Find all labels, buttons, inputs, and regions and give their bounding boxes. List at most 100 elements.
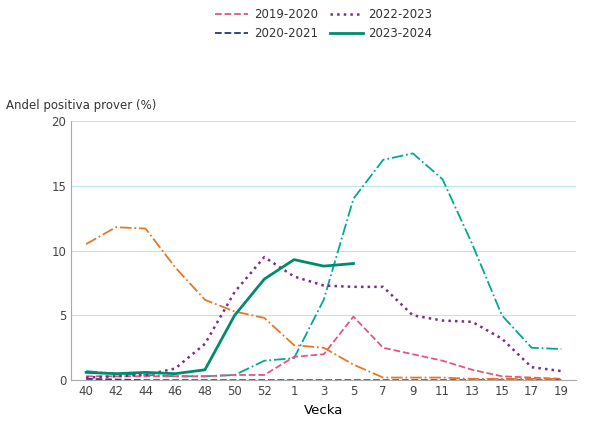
2020-2021	[290, 378, 298, 383]
2022-2023	[409, 313, 416, 318]
Line: 2023-2024: 2023-2024	[86, 260, 353, 374]
2020-2021	[142, 378, 149, 383]
2020-2021	[380, 378, 387, 383]
2020-2021	[409, 378, 416, 383]
2022-2023	[558, 368, 565, 374]
2021-2022	[201, 297, 208, 302]
2018-2019	[469, 241, 476, 247]
2019-2020	[112, 374, 119, 379]
2018-2019	[380, 157, 387, 162]
2018-2019	[290, 356, 298, 361]
2018-2019	[558, 346, 565, 352]
2021-2022	[142, 226, 149, 231]
2019-2020	[350, 314, 357, 319]
2019-2020	[172, 374, 179, 379]
2019-2020	[142, 374, 149, 379]
2020-2021	[498, 378, 505, 383]
2020-2021	[558, 378, 565, 383]
Line: 2019-2020: 2019-2020	[86, 317, 561, 379]
2022-2023	[528, 365, 535, 370]
2023-2024	[261, 276, 268, 282]
2021-2022	[498, 376, 505, 381]
Line: 2020-2021: 2020-2021	[86, 379, 561, 380]
2023-2024	[231, 313, 238, 318]
2022-2023	[439, 318, 446, 323]
2018-2019	[350, 196, 357, 201]
2019-2020	[83, 374, 90, 379]
2019-2020	[469, 367, 476, 372]
2021-2022	[350, 362, 357, 367]
2021-2022	[380, 375, 387, 380]
2023-2024	[320, 264, 327, 269]
Text: Andel positiva prover (%): Andel positiva prover (%)	[6, 99, 156, 112]
2019-2020	[290, 354, 298, 359]
2018-2019	[142, 372, 149, 378]
2019-2020	[409, 352, 416, 357]
2020-2021	[172, 378, 179, 383]
2019-2020	[528, 375, 535, 380]
2019-2020	[261, 372, 268, 378]
Line: 2022-2023: 2022-2023	[86, 257, 561, 378]
2019-2020	[439, 358, 446, 363]
2018-2019	[231, 372, 238, 378]
2021-2022	[261, 315, 268, 321]
2018-2019	[498, 313, 505, 318]
2022-2023	[350, 284, 357, 289]
2023-2024	[83, 370, 90, 375]
2021-2022	[290, 343, 298, 348]
2023-2024	[172, 371, 179, 376]
2020-2021	[231, 378, 238, 383]
2022-2023	[261, 254, 268, 260]
2019-2020	[380, 345, 387, 350]
2018-2019	[439, 177, 446, 182]
Legend: 2018-2019, 2019-2020, 2020-2021, 2021-2022, 2022-2023, 2023-2024: 2018-2019, 2019-2020, 2020-2021, 2021-20…	[213, 0, 435, 42]
2023-2024	[142, 370, 149, 375]
2020-2021	[261, 378, 268, 383]
2020-2021	[350, 378, 357, 383]
2022-2023	[112, 374, 119, 379]
2019-2020	[320, 352, 327, 357]
2021-2022	[172, 265, 179, 270]
2022-2023	[498, 336, 505, 341]
Line: 2021-2022: 2021-2022	[86, 227, 561, 379]
2021-2022	[320, 345, 327, 350]
2022-2023	[320, 283, 327, 288]
2021-2022	[528, 376, 535, 381]
2021-2022	[83, 241, 90, 247]
Line: 2018-2019: 2018-2019	[86, 153, 561, 376]
2022-2023	[142, 372, 149, 378]
2023-2024	[112, 371, 119, 376]
2022-2023	[290, 274, 298, 279]
2020-2021	[469, 378, 476, 383]
2019-2020	[498, 374, 505, 379]
2022-2023	[231, 289, 238, 295]
2023-2024	[201, 367, 208, 372]
2018-2019	[528, 345, 535, 350]
2022-2023	[380, 284, 387, 289]
2020-2021	[112, 377, 119, 382]
2021-2022	[409, 375, 416, 380]
2018-2019	[320, 297, 327, 302]
2020-2021	[528, 378, 535, 383]
2021-2022	[558, 376, 565, 381]
2019-2020	[558, 376, 565, 381]
2022-2023	[83, 375, 90, 380]
2023-2024	[290, 257, 298, 262]
2018-2019	[261, 358, 268, 363]
2022-2023	[469, 319, 476, 324]
2018-2019	[112, 371, 119, 376]
2020-2021	[201, 378, 208, 383]
2018-2019	[201, 374, 208, 379]
2018-2019	[172, 374, 179, 379]
2020-2021	[320, 378, 327, 383]
2021-2022	[469, 376, 476, 381]
2021-2022	[231, 309, 238, 314]
2018-2019	[409, 151, 416, 156]
2022-2023	[201, 341, 208, 346]
2020-2021	[439, 378, 446, 383]
2023-2024	[350, 261, 357, 266]
2021-2022	[439, 375, 446, 380]
2018-2019	[83, 368, 90, 374]
2019-2020	[201, 374, 208, 379]
2020-2021	[83, 376, 90, 381]
